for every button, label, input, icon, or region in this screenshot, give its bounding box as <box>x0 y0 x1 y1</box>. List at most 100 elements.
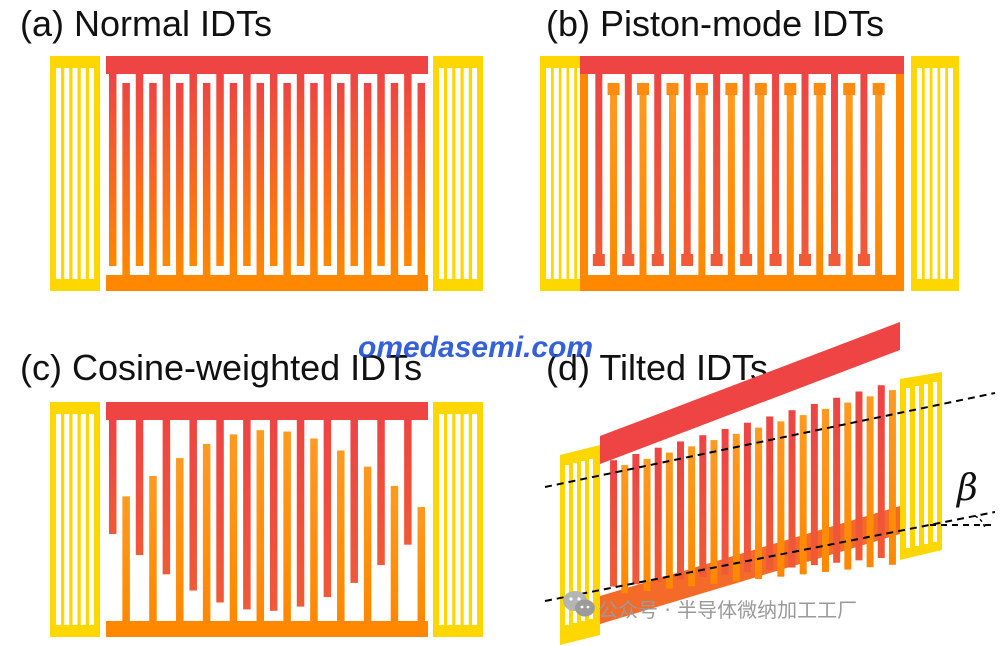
bottom-finger <box>757 83 765 275</box>
bottom-finger <box>256 83 265 275</box>
top-finger <box>108 74 117 266</box>
bottom-finger <box>639 83 647 275</box>
bottom-finger <box>665 452 673 589</box>
top-finger <box>404 74 412 266</box>
bottom-finger <box>845 83 853 275</box>
reflector-slot <box>64 68 70 279</box>
bottom-finger <box>149 83 157 275</box>
panel-a-title: (a) Normal IDTs <box>20 3 273 44</box>
bottom-finger <box>149 475 157 621</box>
piston-hammer <box>622 254 635 266</box>
bottom-finger <box>799 415 807 575</box>
top-finger <box>595 74 603 266</box>
top-finger <box>323 74 332 266</box>
piston-hammer <box>725 83 738 95</box>
reflector-slot <box>924 68 930 279</box>
piston-hammer <box>681 254 694 266</box>
piston-hammer <box>592 254 605 266</box>
top-finger <box>243 420 251 610</box>
top-finger <box>216 74 224 266</box>
reflector-slot <box>546 68 551 279</box>
reflector-slot <box>948 68 953 279</box>
piston-hammer <box>769 254 782 266</box>
reflector-slot <box>577 68 582 279</box>
piston-hammer <box>857 254 870 266</box>
top-finger <box>699 435 707 578</box>
reflector-slot <box>455 414 461 625</box>
top-finger <box>269 74 278 266</box>
piston-hammer <box>637 83 650 95</box>
bottom-finger <box>816 83 824 275</box>
top-busbar <box>580 56 904 74</box>
top-finger <box>742 74 750 266</box>
top-finger <box>677 441 684 580</box>
bottom-finger <box>866 396 874 568</box>
top-finger <box>632 453 640 585</box>
top-finger <box>654 74 662 266</box>
reflector-slot <box>463 68 469 279</box>
right-reflector <box>900 372 942 560</box>
reflector-slot <box>940 68 946 279</box>
beta-angle-label: β <box>955 468 978 509</box>
top-finger <box>683 74 691 266</box>
bottom-finger <box>875 83 883 275</box>
watermark: omedasemi.com <box>358 331 594 364</box>
idt-gap <box>106 402 428 637</box>
reflector-slot <box>472 414 477 625</box>
reflector-slot <box>447 414 453 625</box>
bottom-finger <box>755 427 763 580</box>
bottom-finger <box>643 458 651 591</box>
reflector-slot <box>64 414 70 625</box>
side-rail <box>580 74 588 275</box>
bottom-finger <box>390 485 399 621</box>
reflector-slot <box>455 68 461 279</box>
top-finger <box>743 422 751 573</box>
top-finger <box>135 74 144 266</box>
top-busbar <box>106 56 428 74</box>
reflector-slot <box>80 414 86 625</box>
top-finger <box>855 391 863 561</box>
reflector-slot <box>56 68 61 279</box>
panel-c-title: (c) Cosine-weighted IDTs <box>20 347 423 388</box>
top-finger <box>269 420 278 611</box>
top-finger <box>162 74 171 266</box>
top-finger <box>189 74 197 266</box>
bottom-finger <box>777 421 785 577</box>
bottom-finger <box>202 443 211 621</box>
bottom-finger <box>621 465 629 594</box>
reflector-slot <box>932 68 938 279</box>
bottom-finger <box>363 466 372 621</box>
bottom-finger <box>698 83 706 275</box>
top-finger <box>350 74 358 266</box>
bottom-finger <box>310 83 318 275</box>
piston-hammer <box>607 83 620 95</box>
bottom-finger <box>390 83 399 275</box>
panel-c-cosine-idt <box>50 402 483 637</box>
top-finger <box>296 420 305 607</box>
bottom-finger <box>417 507 426 621</box>
bottom-finger <box>727 83 735 275</box>
top-finger <box>162 420 171 575</box>
wechat-icon <box>563 591 595 617</box>
top-finger <box>860 74 868 266</box>
top-finger <box>377 420 385 566</box>
top-finger <box>243 74 251 266</box>
source-label: 公众号 · 半导体微纳加工工厂 <box>598 598 858 622</box>
bottom-finger <box>844 402 852 570</box>
top-finger <box>772 74 780 266</box>
top-finger <box>135 420 144 556</box>
bottom-finger <box>337 83 345 275</box>
top-finger <box>830 74 838 266</box>
angle-arc <box>974 515 986 529</box>
top-finger <box>377 74 385 266</box>
reflector-slot <box>463 414 469 625</box>
bottom-finger <box>176 83 184 275</box>
piston-hammer <box>843 83 856 95</box>
bottom-finger <box>283 83 291 275</box>
bottom-finger <box>256 430 265 621</box>
bottom-finger <box>668 83 676 275</box>
reflector-slot <box>89 68 94 279</box>
reflector-slot <box>917 68 922 279</box>
panel-d-title: (d) Tilted IDTs <box>546 347 769 388</box>
idt-gap <box>106 56 428 291</box>
